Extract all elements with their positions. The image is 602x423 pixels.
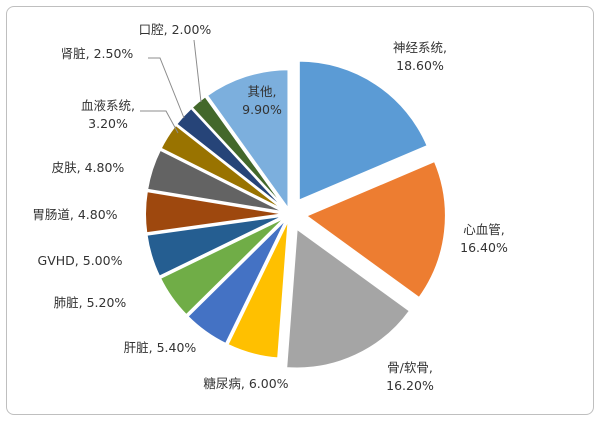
leader-line <box>140 110 179 134</box>
pie-slice <box>205 68 290 213</box>
slice-label: 口腔, 2.00% <box>139 22 212 37</box>
pie-slice <box>158 215 287 317</box>
slice-label: 糖尿病, 6.00% <box>203 376 288 391</box>
slice-label: 肝脏, 5.40% <box>124 340 197 355</box>
slice-label: 肺脏, 5.20% <box>54 295 127 310</box>
pie-slice <box>190 94 288 211</box>
pie-slice <box>297 59 429 203</box>
slice-labels: 神经系统, 18.60% 心血管, 16.40% 骨/软骨, 16.20% 糖尿病, 6.0… <box>32 22 508 393</box>
slice-label: 皮肤, 4.80% <box>52 160 125 175</box>
slice-label: GVHD, 5.00% <box>38 253 123 268</box>
leader-line <box>193 39 202 103</box>
pie-slice <box>145 148 286 214</box>
pie-slice <box>144 190 286 235</box>
slice-label: 胃肠道, 4.80% <box>32 207 117 222</box>
leader-line <box>148 57 185 119</box>
slice-label: 骨/软骨, 16.20% <box>386 360 434 393</box>
pie-slice <box>226 218 290 360</box>
pie-slice <box>145 214 286 278</box>
slice-label: 其他, 9.90% <box>242 84 282 117</box>
pie-slice <box>186 217 288 346</box>
slice-label: 神经系统, 18.60% <box>393 40 447 73</box>
slice-label: 血液系统, 3.20% <box>81 98 135 131</box>
slice-label: 心血管, 16.40% <box>460 222 508 255</box>
label-leader-lines <box>140 39 202 134</box>
pie-slice <box>303 159 447 300</box>
slice-label: 肾脏, 2.50% <box>61 46 134 61</box>
pie-slices <box>144 59 447 370</box>
pie-slice <box>285 226 412 370</box>
